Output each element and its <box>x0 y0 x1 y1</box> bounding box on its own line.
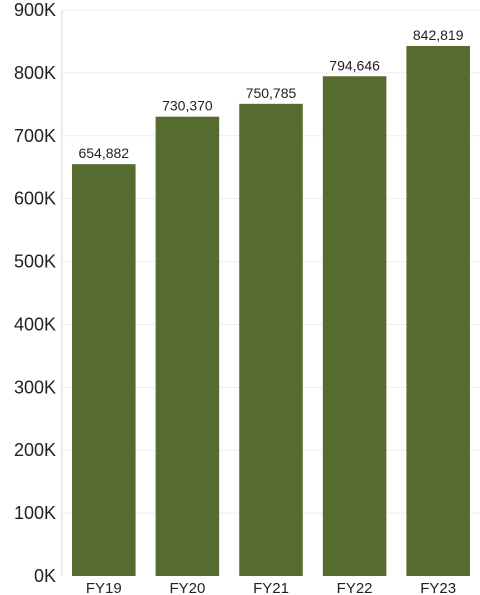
bar-fy20 <box>155 116 220 577</box>
x-tick-label: FY23 <box>420 580 456 595</box>
y-axis-ticks: 0K 100K 200K 300K 400K 500K 600K 700K 800K 900K <box>14 0 56 586</box>
data-label: 750,785 <box>246 85 297 101</box>
y-tick-label: 700K <box>14 126 56 146</box>
y-tick-label: 800K <box>14 63 56 83</box>
x-tick-label: FY22 <box>337 580 373 595</box>
data-label: 842,819 <box>413 27 464 43</box>
y-tick-label: 400K <box>14 314 56 334</box>
data-labels: 654,882 730,370 750,785 794,646 842,819 <box>78 27 463 161</box>
x-tick-label: FY20 <box>169 580 205 595</box>
y-tick-label: 100K <box>14 503 56 523</box>
bar-fy21 <box>239 103 303 576</box>
y-tick-label: 0K <box>34 566 56 586</box>
y-tick-label: 900K <box>14 0 56 20</box>
data-label: 794,646 <box>329 57 380 73</box>
data-label: 730,370 <box>162 98 213 114</box>
x-tick-label: FY21 <box>253 580 289 595</box>
x-tick-label: FY19 <box>86 580 122 595</box>
bar-fy19 <box>72 164 136 577</box>
y-tick-label: 300K <box>14 377 56 397</box>
y-tick-label: 500K <box>14 252 56 272</box>
y-tick-label: 200K <box>14 440 56 460</box>
bars <box>72 45 470 577</box>
x-axis-ticks: FY19 FY20 FY21 FY22 FY23 <box>86 580 456 595</box>
data-label: 654,882 <box>78 145 129 161</box>
bar-fy23 <box>406 45 470 576</box>
y-tick-label: 600K <box>14 189 56 209</box>
bar-fy22 <box>322 76 387 577</box>
